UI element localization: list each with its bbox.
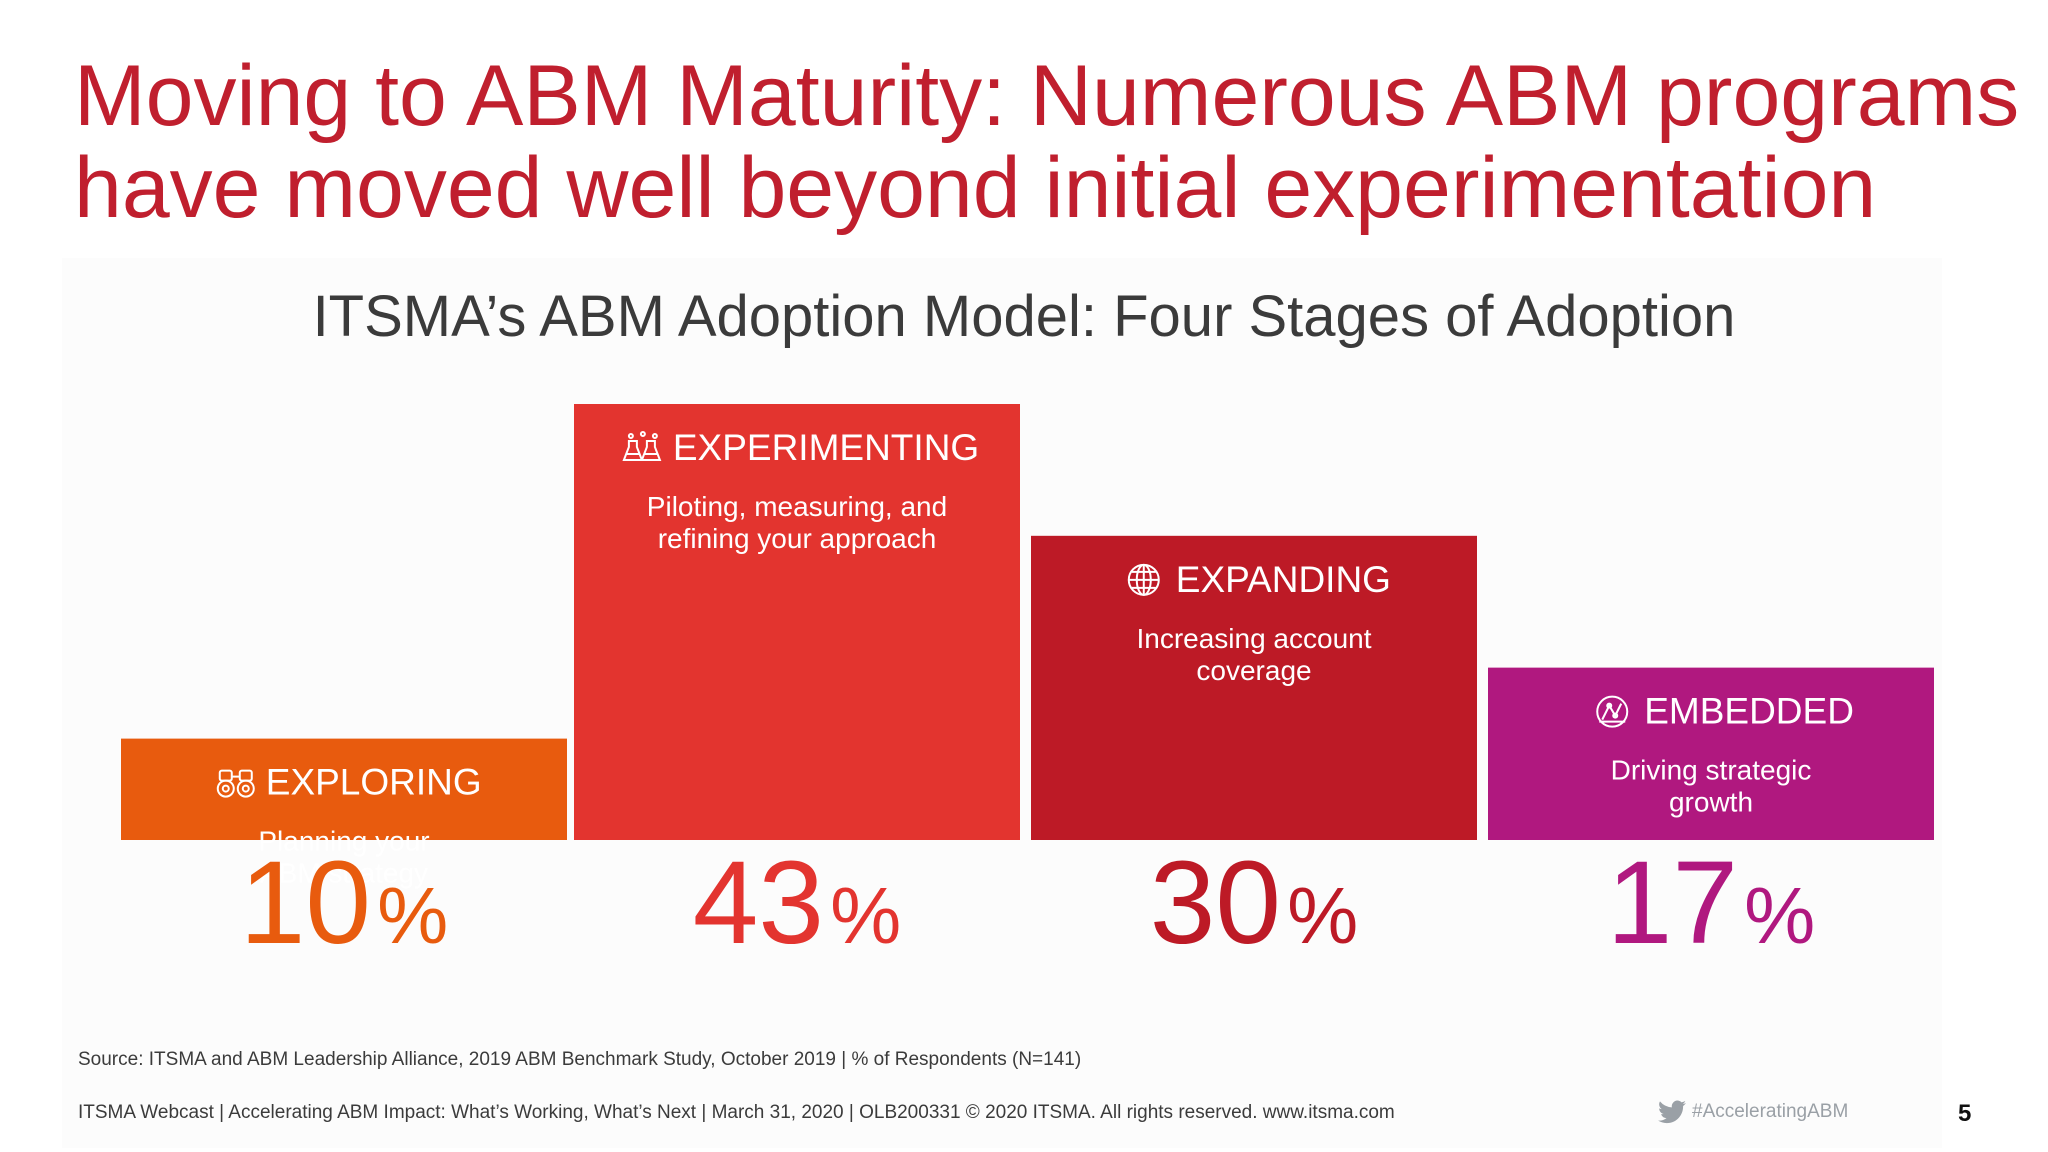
value-suffix: % (1744, 871, 1815, 960)
stage-description-line: Driving strategic (1611, 755, 1812, 786)
page-number: 5 (1958, 1100, 1972, 1127)
stage-label: EXPANDING (1176, 559, 1391, 600)
slide-title: Moving to ABM Maturity: Numerous ABM pro… (74, 48, 2020, 236)
slide-title-line-1: Moving to ABM Maturity: Numerous ABM pro… (74, 48, 2020, 144)
binoculars-icon (216, 769, 255, 798)
globe-icon (1127, 563, 1160, 596)
stage-description-line: refining your approach (658, 523, 937, 554)
hashtag: #AcceleratingABM (1658, 1098, 1848, 1126)
value-number: 17 (1607, 837, 1738, 969)
stage-label: EXPERIMENTING (673, 427, 979, 468)
stage-description-line: Increasing account (1136, 623, 1371, 654)
value-number: 30 (1150, 837, 1281, 969)
hashtag-text: #AcceleratingABM (1692, 1101, 1849, 1122)
value-number: 43 (693, 837, 824, 969)
stage-description-line: ABM strategy (260, 858, 428, 889)
bar-embedded (1488, 667, 1934, 840)
stage-label: EXPLORING (266, 762, 482, 803)
value-number: 10 (240, 837, 371, 969)
footer-text: ITSMA Webcast | Accelerating ABM Impact:… (78, 1102, 1395, 1123)
value-suffix: % (1287, 871, 1358, 960)
bar-experimenting (574, 404, 1020, 840)
slide-title-line-2: have moved well beyond initial experimen… (74, 140, 1877, 236)
stage-description-line: Planning your (258, 826, 429, 857)
value-label: 10% (240, 837, 448, 969)
twitter-bird-icon (1658, 1100, 1686, 1124)
value-suffix: % (830, 871, 901, 960)
value-label: 17% (1607, 837, 1815, 969)
lab-flasks-icon (622, 431, 662, 461)
chart-title: ITSMA’s ABM Adoption Model: Four Stages … (312, 284, 1736, 349)
bar-exploring (121, 738, 567, 840)
source-note: Source: ITSMA and ABM Leadership Allianc… (78, 1049, 1082, 1070)
stage-description-line: growth (1669, 787, 1753, 818)
stage-description-line: Piloting, measuring, and (647, 491, 947, 522)
growth-network-icon (1596, 695, 1629, 728)
bar-expanding (1031, 535, 1477, 840)
value-label: 43% (693, 837, 901, 969)
value-label: 30% (1150, 837, 1358, 969)
stage-description-line: coverage (1196, 655, 1311, 686)
value-suffix: % (377, 871, 448, 960)
stage-label: EMBEDDED (1644, 691, 1854, 732)
